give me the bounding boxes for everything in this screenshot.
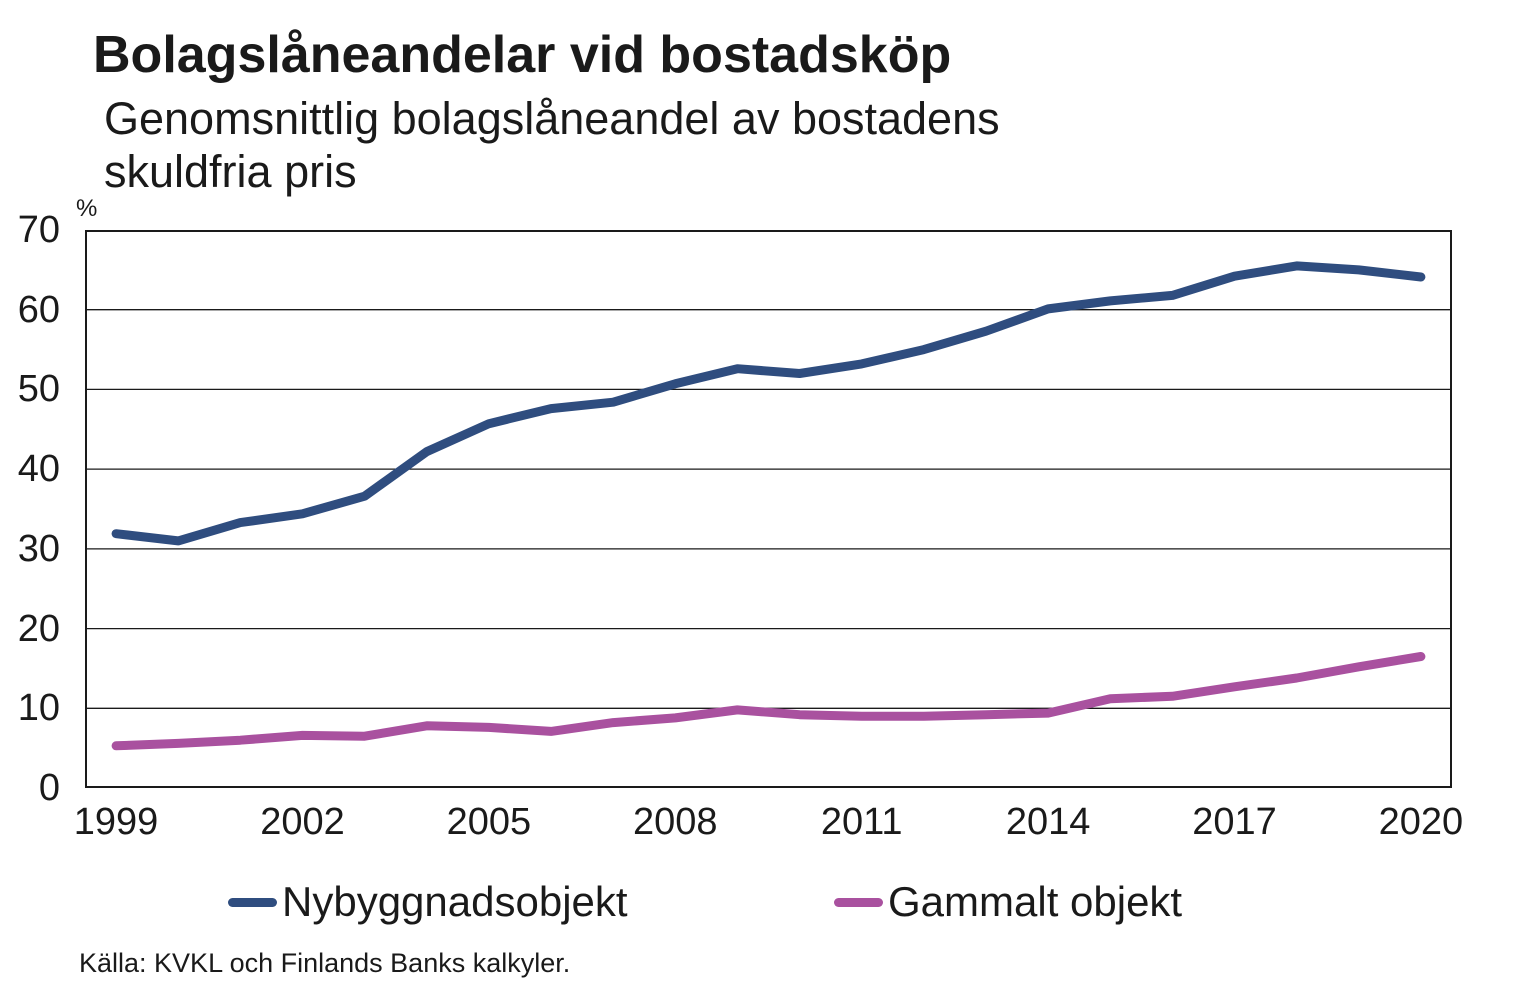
y-tick-label: 0 [38,767,60,809]
y-tick-label: 70 [17,209,60,251]
x-tick-label: 2005 [446,801,532,843]
y-tick-label: 40 [17,448,60,491]
y-tick-label: 30 [17,527,60,570]
line-chart-svg [85,230,1452,788]
y-tick-label: 20 [17,607,60,650]
chart-title: Bolagslåneandelar vid bostadsköp [93,26,952,84]
y-tick-label: 10 [17,687,60,730]
y-tick-label: 50 [17,368,60,411]
y-tick-label: 60 [17,288,60,331]
x-tick-label: 2020 [1378,801,1464,843]
x-tick-label: 2002 [260,801,345,843]
x-tick-label: 2008 [633,801,718,843]
legend-line-swatch-icon [834,897,883,907]
legend-item-nybyggnadsobjekt: Nybyggnadsobjekt [228,878,628,926]
x-tick-label: 2011 [820,801,903,843]
plot-area [85,230,1452,788]
legend-label: Gammalt objekt [888,878,1183,925]
x-tick-label: 2014 [1005,801,1091,843]
chart-subtitle: Genomsnittlig bolagslåneandel av bostade… [104,93,1000,197]
source-note: Källa: KVKL och Finlands Banks kalkyler. [79,948,571,978]
x-tick-label: 2017 [1192,801,1277,843]
legend-label: Nybyggnadsobjekt [282,878,628,925]
legend-line-swatch-icon [228,897,277,907]
legend-item-gammalt-objekt: Gammalt objekt [834,878,1182,926]
x-tick-label: 1999 [73,801,159,843]
y-axis-unit-label: % [76,195,98,222]
